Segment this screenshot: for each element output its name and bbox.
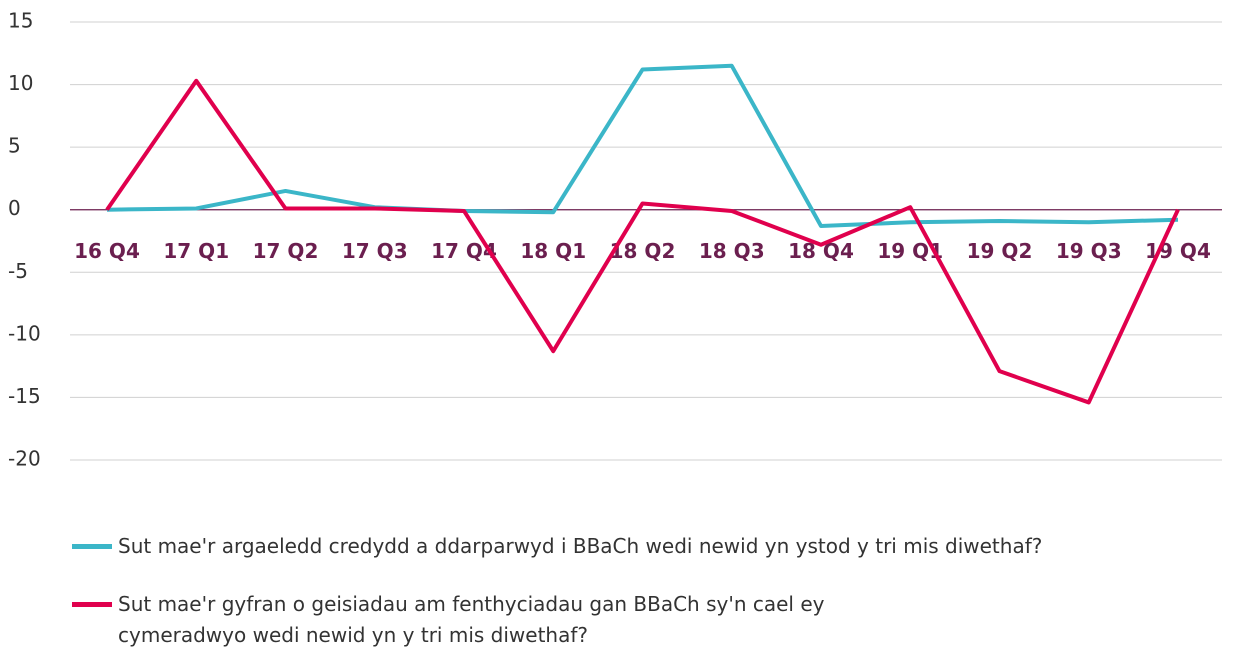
y-tick-label: -5 bbox=[8, 259, 28, 283]
legend-entry: Sut mae'r gyfran o geisiadau am fenthyci… bbox=[72, 589, 922, 651]
series-line bbox=[106, 63, 1179, 228]
x-tick-label: 19 Q2 bbox=[967, 239, 1033, 263]
y-tick-label: 15 bbox=[8, 9, 33, 33]
legend-swatch bbox=[72, 602, 112, 607]
x-tick-label: 17 Q2 bbox=[253, 239, 319, 263]
y-tick-label: -15 bbox=[8, 384, 41, 408]
x-tick-label: 16 Q4 bbox=[74, 239, 140, 263]
y-tick-label: 5 bbox=[8, 134, 21, 158]
legend-entry: Sut mae'r argaeledd credydd a ddarparwyd… bbox=[72, 531, 1042, 562]
x-tick-label: 17 Q3 bbox=[342, 239, 408, 263]
x-tick-label: 17 Q4 bbox=[431, 239, 497, 263]
x-tick-label: 17 Q1 bbox=[163, 239, 229, 263]
series-line bbox=[105, 78, 1180, 405]
legend-label: Sut mae'r argaeledd credydd a ddarparwyd… bbox=[118, 534, 1043, 558]
x-tick-label: 18 Q3 bbox=[699, 239, 765, 263]
x-tick-label: 19 Q3 bbox=[1056, 239, 1122, 263]
y-tick-label: 0 bbox=[8, 196, 21, 220]
y-tick-label: 10 bbox=[8, 71, 33, 95]
x-tick-label: 18 Q1 bbox=[520, 239, 586, 263]
chart: -20 -15 -10 -5 0 5 10 15 16 Q4 17 Q1 17 Q2 17 Q3 17 … bbox=[8, 9, 1222, 471]
legend-label: Sut mae'r gyfran o geisiadau am fenthyci… bbox=[118, 592, 825, 647]
y-tick-label: -10 bbox=[8, 321, 41, 345]
y-tick-label: -20 bbox=[8, 447, 41, 471]
legend-swatch bbox=[72, 544, 112, 549]
